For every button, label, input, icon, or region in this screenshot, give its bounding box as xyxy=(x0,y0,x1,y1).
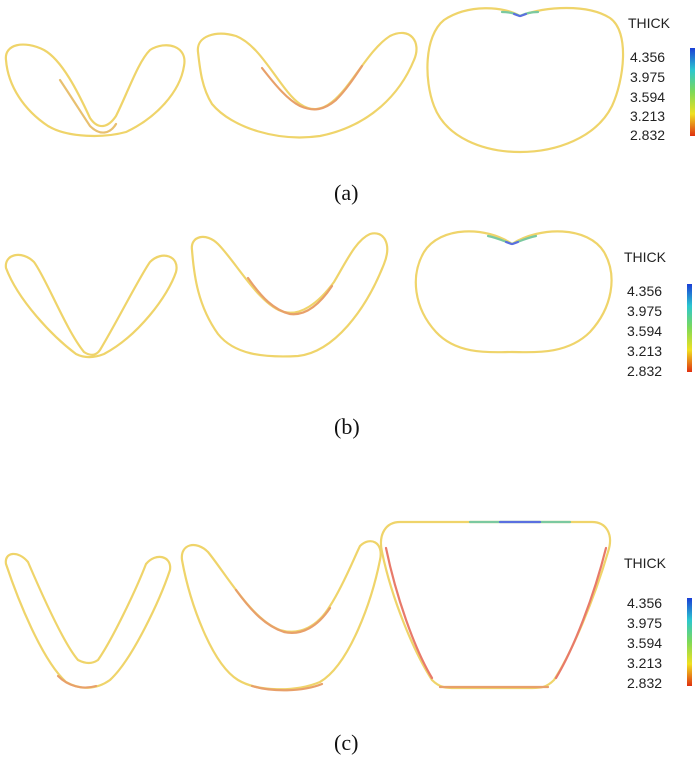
profile-b-2-thin xyxy=(246,276,334,316)
profile-c-2-bottom xyxy=(250,682,324,692)
colorbar-a-tick: 3.213 xyxy=(630,108,665,124)
profile-b-1 xyxy=(4,253,178,359)
colorbar-a-tick: 3.594 xyxy=(630,89,665,105)
profile-c-3 xyxy=(379,520,612,690)
row-c: THICK 4.356 3.975 3.594 3.213 2.832 (c) xyxy=(4,520,692,755)
caption-c: (c) xyxy=(334,730,358,755)
profile-a-3-max xyxy=(512,12,528,18)
colorbar-c-tick: 3.213 xyxy=(627,655,662,671)
colorbar-b-tick: 2.832 xyxy=(627,363,662,379)
colorbar-b-bar xyxy=(687,284,692,372)
colorbar-b-title: THICK xyxy=(624,249,667,265)
colorbar-c-tick: 3.975 xyxy=(627,615,662,631)
profile-b-3 xyxy=(414,230,613,354)
colorbar-b-tick: 4.356 xyxy=(627,283,662,299)
colorbar-c-ticks: 4.356 3.975 3.594 3.213 2.832 xyxy=(627,595,662,691)
profile-a-2-thin xyxy=(260,64,364,111)
colorbar-c-tick: 2.832 xyxy=(627,675,662,691)
profile-b-2 xyxy=(190,232,389,358)
profile-a-3 xyxy=(426,6,625,154)
profile-a-1-inner xyxy=(58,78,118,134)
profile-a-1 xyxy=(4,43,186,138)
colorbar-a-tick: 2.832 xyxy=(630,127,665,143)
caption-a: (a) xyxy=(334,180,358,205)
profile-c-3-left xyxy=(384,546,434,680)
colorbar-b-tick: 3.975 xyxy=(627,303,662,319)
colorbar-c-tick: 3.594 xyxy=(627,635,662,651)
profile-c-1-thin xyxy=(56,674,98,689)
profile-c-1 xyxy=(4,552,172,689)
caption-b: (b) xyxy=(334,414,360,439)
colorbar-a-tick: 4.356 xyxy=(630,49,665,65)
colorbar-a-ticks: 4.356 3.975 3.594 3.213 2.832 xyxy=(630,49,665,143)
colorbar-b-ticks: 4.356 3.975 3.594 3.213 2.832 xyxy=(627,283,662,379)
profile-b-3-max xyxy=(504,240,520,246)
profile-a-2 xyxy=(196,31,418,139)
colorbar-c-title: THICK xyxy=(624,555,667,571)
row-a: THICK 4.356 3.975 3.594 3.213 2.832 (a) xyxy=(4,6,695,205)
profile-c-2-thin xyxy=(234,588,332,634)
colorbar-b-tick: 3.213 xyxy=(627,343,662,359)
profile-c-3-right xyxy=(554,546,608,680)
colorbar-a-title: THICK xyxy=(628,15,671,31)
row-b: THICK 4.356 3.975 3.594 3.213 2.832 (b) xyxy=(4,230,692,439)
profile-c-2 xyxy=(180,540,382,691)
colorbar-b-tick: 3.594 xyxy=(627,323,662,339)
colorbar-a-tick: 3.975 xyxy=(630,69,665,85)
colorbar-c-bar xyxy=(687,598,692,686)
colorbar-c-tick: 4.356 xyxy=(627,595,662,611)
colorbar-a-bar xyxy=(690,48,695,136)
